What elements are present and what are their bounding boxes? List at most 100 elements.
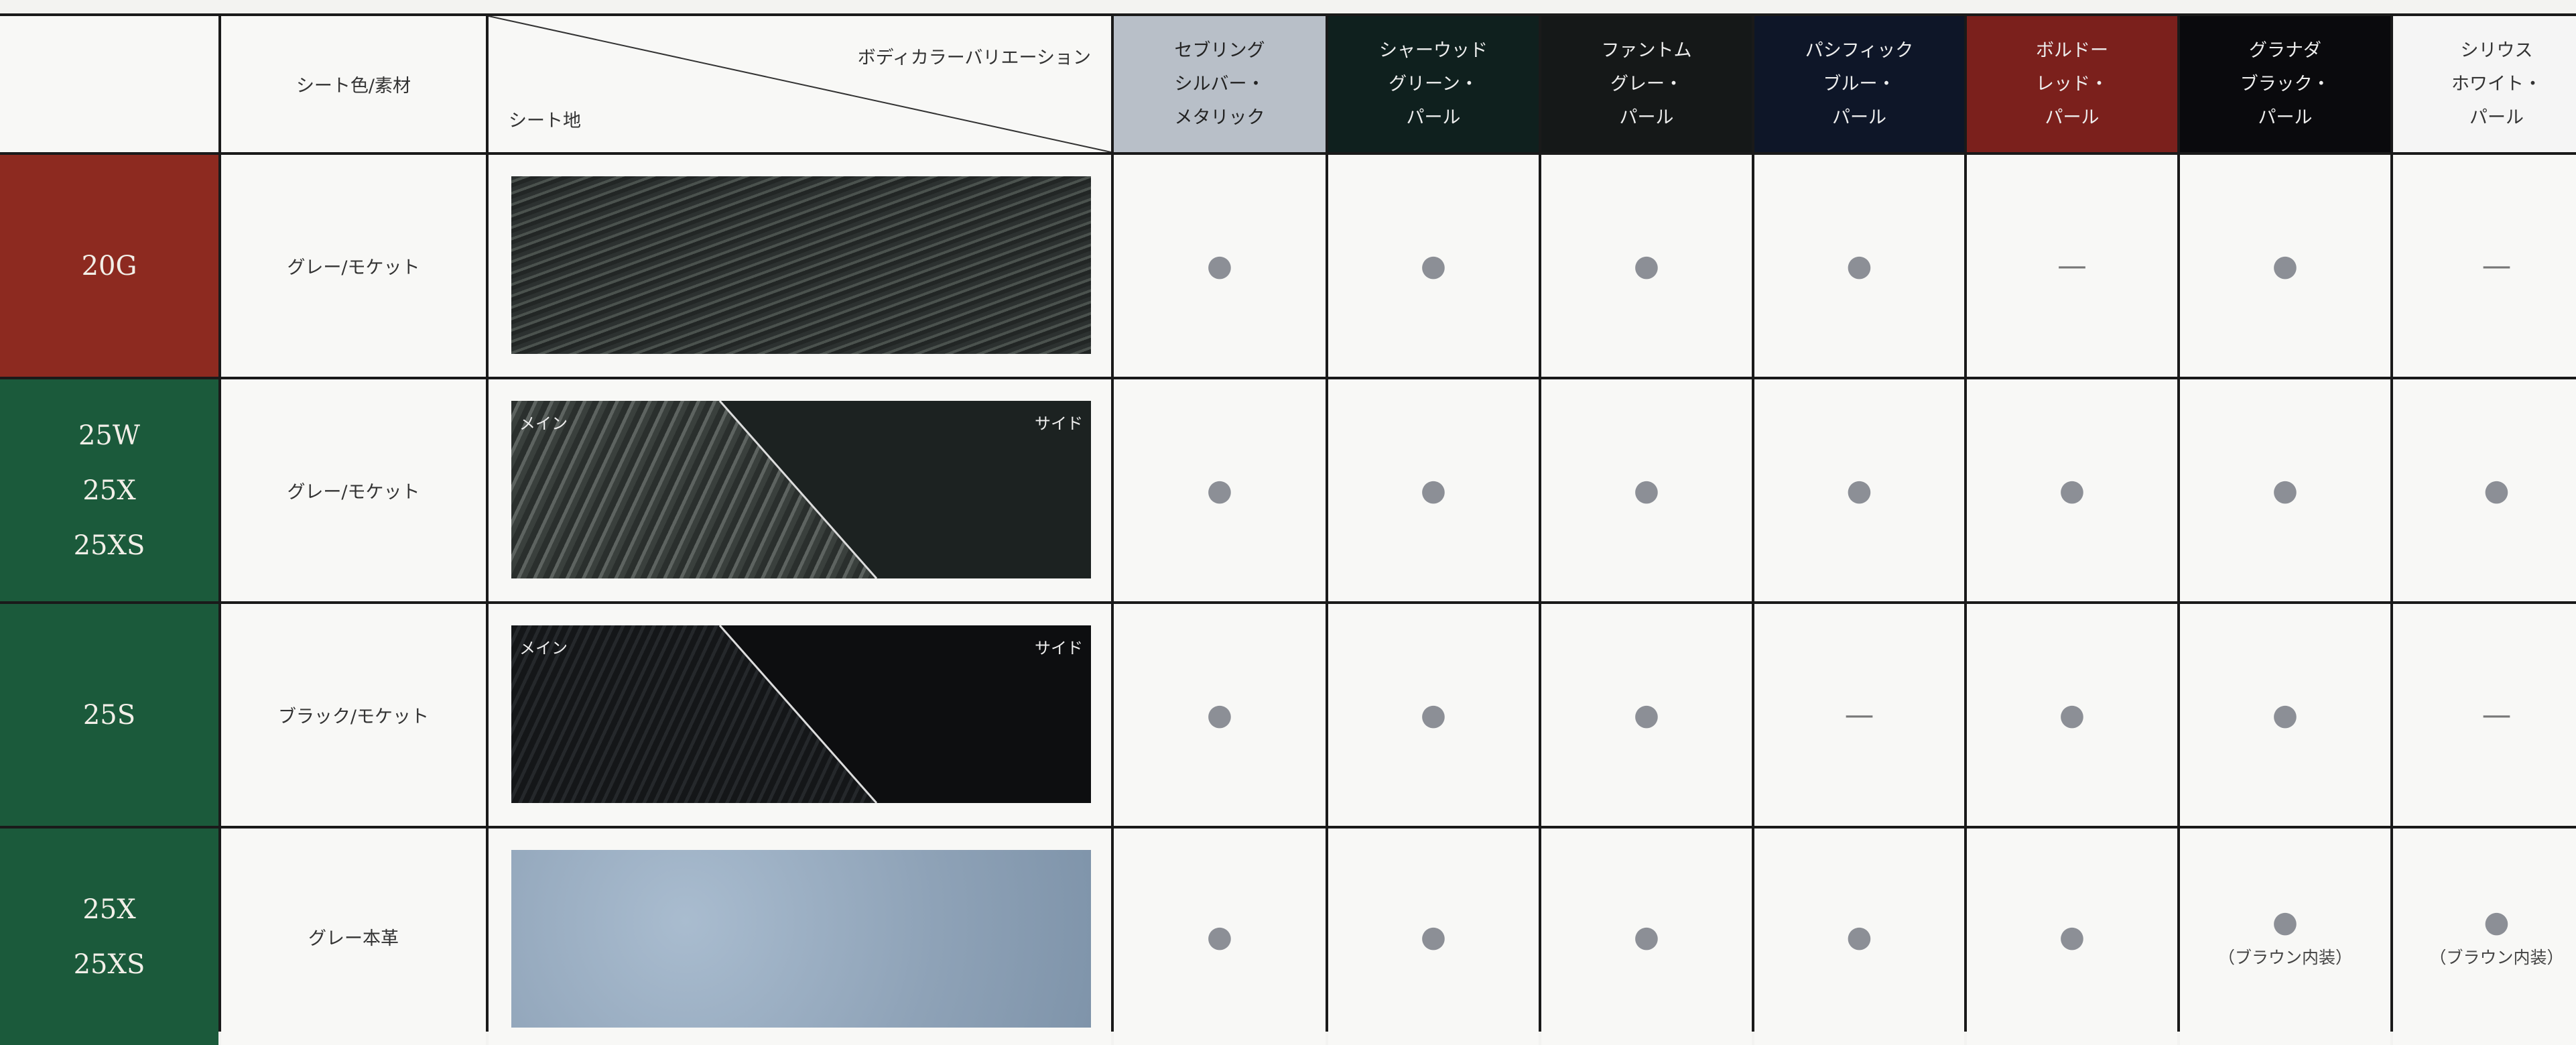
availability-cell: ● [1328,379,1539,601]
body-color-name: メタリック [1174,107,1265,128]
availability-mark: ● [1206,919,1233,954]
body-color-name: パール [1619,107,1674,128]
body-color-header: セブリングシルバー・メタリック [1114,16,1326,152]
body-color-header: ボルドーレッド・パール [1967,16,2177,152]
body-color-header: シリウス ホワイト・ パール [2393,16,2576,152]
seat-label: シート色/素材 [296,76,411,97]
body-color-name: パール [2258,107,2313,128]
availability-cell: — [1754,604,1964,826]
availability-mark: ● [2484,904,2510,939]
availability-mark: ● [1206,248,1233,283]
diagonal-top-label: ボディカラーバリエーション [857,48,1091,68]
grade: 20G [81,250,137,282]
availability-cell: ● [2393,379,2576,601]
availability-cell: ● [1114,155,1326,377]
availability-cell: ● [2180,604,2390,826]
fabric-swatch: メイン サイド [511,625,1091,803]
availability-cell: ● [1541,604,1752,826]
availability-cell: — [1967,155,2177,377]
swatch-divider [718,401,878,578]
diagonal-line [489,16,1111,152]
availability-cell: ● [1967,828,2177,1045]
fabric-cell [489,828,1111,1045]
body-color-header: シャーウッド グリーン・ パール [1328,16,1539,152]
availability-mark: ● [2272,904,2299,939]
diagonal-header: ボディカラーバリエーションシート地 [489,16,1111,152]
availability-mark: ● [2272,697,2299,732]
availability-note: （ブラウン内装） [2429,947,2564,967]
availability-mark: ● [1633,697,1660,732]
availability-mark: ● [2059,697,2085,732]
fabric-swatch: メイン サイド [511,401,1091,578]
availability-mark: ● [2272,248,2299,283]
availability-mark: ● [1206,697,1233,732]
availability-mark: ● [1206,473,1233,507]
availability-cell: ● [1541,828,1752,1045]
availability-mark: — [2057,248,2087,283]
availability-cell: ● [1754,379,1964,601]
seat-cell: グレー/モケット [221,379,486,601]
body-color-name: パール [2045,107,2100,128]
swatch-label: メイン [519,639,568,658]
fabric-swatch [511,850,1091,1028]
body-color-name: レッド・ [2036,73,2108,95]
availability-mark: ● [1420,248,1447,283]
availability-cell: ● [2180,379,2390,601]
availability-cell: ● [1754,155,1964,377]
seat-material: グレー本革 [308,928,399,949]
body-color-name: シルバー・ [1174,73,1265,95]
grade: 25S [82,699,136,731]
body-color-name: ブルー・ [1823,73,1896,95]
availability-cell: ● [1967,379,2177,601]
diagonal-bottom-label: シート地 [509,111,581,131]
fabric-cell: メイン サイド [489,379,1111,601]
swatch-label: メイン [519,414,568,433]
body-color-header: グラナダブラック・パール [2180,16,2390,152]
availability-mark: — [2482,248,2512,283]
grade-cell: 20G [0,155,218,377]
fabric-cell: メイン サイド [489,604,1111,826]
grade: 25XS [73,948,145,980]
grade: 25XS [73,530,145,561]
availability-cell: ● [1328,828,1539,1045]
body-color-name: シリウス [2460,40,2533,61]
body-color-name: グラナダ [2249,40,2321,61]
availability-mark: ● [2059,919,2085,954]
grade: 25X [82,475,136,506]
availability-mark: ● [1633,919,1660,954]
seat-cell: グレー本革 [221,828,486,1045]
availability-cell: ● [1754,828,1964,1045]
swatch-label: サイド [1035,414,1083,433]
fabric-cell [489,155,1111,377]
swatch-label: サイド [1035,639,1083,658]
availability-cell: ● [1541,155,1752,377]
availability-cell: ● [1114,828,1326,1045]
availability-cell: ● [1967,604,2177,826]
grade-cell: 25S [0,604,218,826]
grade-cell: 25W 25X 25XS [0,379,218,601]
availability-cell: ● [1114,604,1326,826]
availability-cell: — [2393,604,2576,826]
availability-note: （ブラウン内装） [2217,947,2352,967]
body-color-name: ファントム [1601,40,1692,61]
body-color-name: ブラック・ [2240,73,2331,95]
availability-mark: ● [1846,248,1872,283]
seat-cell: ブラック/モケット [221,604,486,826]
availability-cell: ● （ブラウン内装） [2180,828,2390,1045]
body-color-name: ボルドー [2036,40,2108,61]
fabric-swatch [511,176,1091,354]
grade: 25X [82,894,136,925]
seat-material: ブラック/モケット [277,706,430,727]
availability-mark: ● [1420,919,1447,954]
body-color-name: グリーン・ [1389,73,1478,95]
swatch-divider [718,625,878,803]
availability-mark: — [2482,697,2512,732]
availability-mark: ● [1420,473,1447,507]
color-table: シート色/素材 ボディカラーバリエーション シート地 セブリング シルバー・ メタリックシ… [0,13,2576,1045]
grade: 25W [78,420,140,451]
availability-cell: ● [2180,155,2390,377]
body-color-name: セブリング [1174,40,1265,61]
availability-mark: ● [2484,473,2510,507]
body-color-name: パール [2469,107,2524,128]
